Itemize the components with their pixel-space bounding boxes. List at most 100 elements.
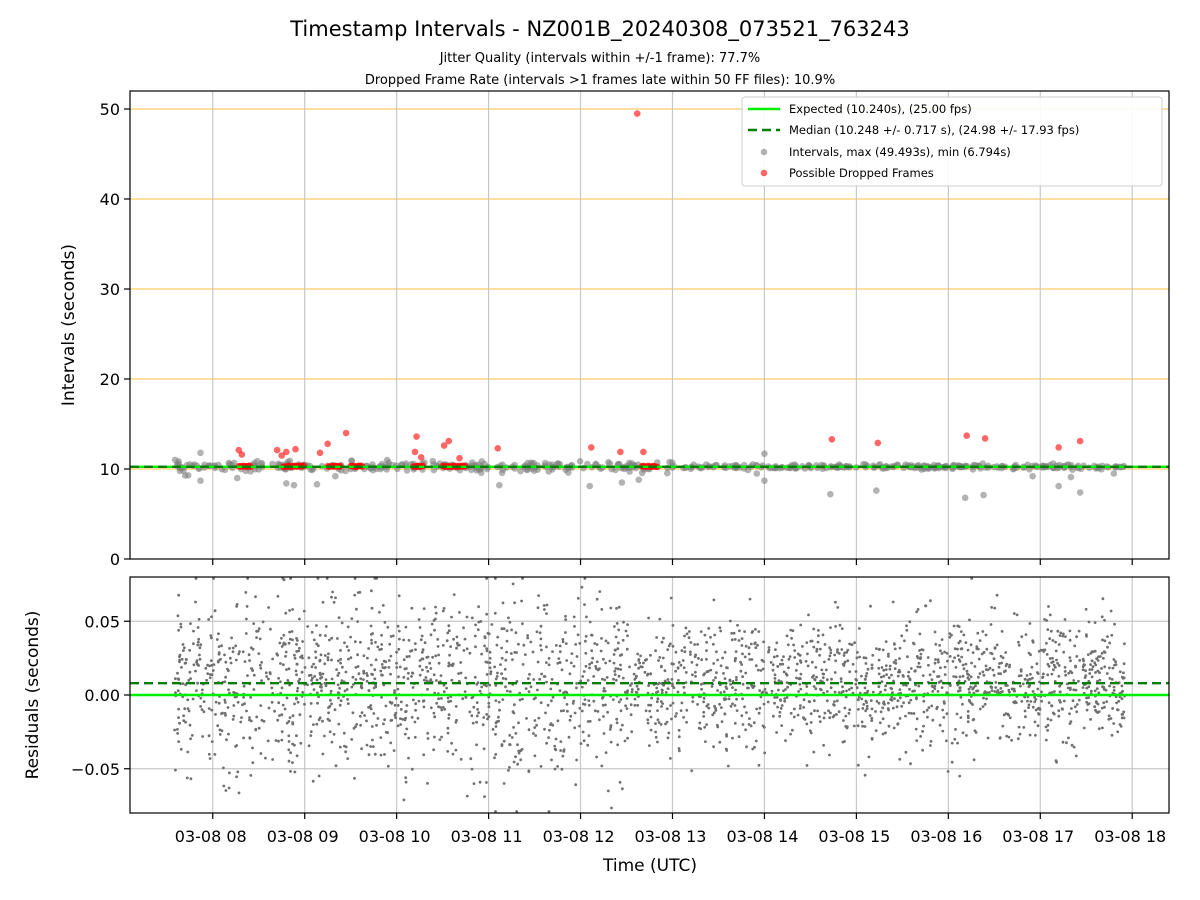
residual-point xyxy=(212,577,216,580)
residual-point xyxy=(447,661,451,665)
residual-point xyxy=(1083,676,1087,679)
residual-point xyxy=(353,640,357,644)
residual-point xyxy=(954,666,958,669)
residual-point xyxy=(1070,743,1074,747)
residual-point xyxy=(857,627,861,630)
residual-point xyxy=(656,718,660,722)
residual-point xyxy=(359,723,362,727)
residual-point xyxy=(365,719,368,723)
residual-point xyxy=(297,649,300,653)
residual-point xyxy=(767,648,771,652)
residual-point xyxy=(267,606,270,609)
residual-point xyxy=(417,618,421,621)
residual-point xyxy=(532,678,536,681)
residual-point xyxy=(410,767,414,771)
residual-point xyxy=(1087,696,1090,699)
residual-point xyxy=(365,679,369,683)
residual-point xyxy=(933,687,937,691)
residual-point xyxy=(930,684,934,688)
residual-point xyxy=(1120,697,1124,701)
residual-point xyxy=(347,657,350,661)
interval-point xyxy=(348,457,355,465)
residual-point xyxy=(841,685,844,689)
residual-point xyxy=(471,695,475,699)
residual-point xyxy=(1090,650,1094,654)
residual-point xyxy=(865,701,868,704)
residual-point xyxy=(1046,723,1050,727)
residual-point xyxy=(508,734,512,737)
residual-point xyxy=(1065,741,1068,745)
residual-point xyxy=(817,629,820,632)
residual-point xyxy=(646,691,650,695)
residual-point xyxy=(613,648,617,652)
residual-point xyxy=(773,673,777,677)
residual-point xyxy=(291,608,294,611)
residual-point xyxy=(664,691,668,694)
residual-point xyxy=(683,650,687,654)
residual-point xyxy=(988,691,991,694)
residual-point xyxy=(896,699,900,703)
residual-point xyxy=(571,702,575,705)
residual-point xyxy=(474,623,477,627)
residual-point xyxy=(338,745,342,749)
residual-point xyxy=(1042,648,1045,652)
residual-point xyxy=(276,594,280,598)
residual-point xyxy=(429,678,433,682)
residual-point xyxy=(1045,653,1049,656)
residual-point xyxy=(1081,686,1085,689)
residual-point xyxy=(783,697,787,700)
residual-point xyxy=(616,743,620,747)
residual-point xyxy=(773,696,777,699)
residual-point xyxy=(763,688,767,691)
residual-point xyxy=(173,728,177,732)
residual-point xyxy=(1053,690,1056,693)
residual-point xyxy=(1048,657,1052,660)
residual-point xyxy=(327,652,330,656)
residual-point xyxy=(547,657,551,660)
residual-point xyxy=(887,701,890,705)
residual-point xyxy=(928,673,932,677)
residual-point xyxy=(487,715,491,718)
residual-point xyxy=(612,653,616,656)
residual-point xyxy=(912,712,916,715)
residual-point xyxy=(599,649,603,653)
residual-point xyxy=(475,743,478,747)
residual-point xyxy=(477,711,480,715)
residual-point xyxy=(671,701,675,705)
interval-outlier-point xyxy=(761,477,768,485)
residual-point xyxy=(1020,699,1024,703)
residual-point xyxy=(558,689,562,693)
residual-point xyxy=(185,658,188,661)
residual-point xyxy=(1110,733,1114,737)
residual-point xyxy=(1039,648,1043,652)
residual-point xyxy=(230,636,234,640)
residual-point xyxy=(1073,705,1077,709)
residual-point xyxy=(265,675,269,678)
residual-point xyxy=(630,688,634,691)
residual-point xyxy=(575,655,579,658)
residual-point xyxy=(413,735,417,739)
residual-point xyxy=(578,642,582,645)
residual-point xyxy=(505,639,509,643)
residual-point xyxy=(188,723,192,727)
residual-point xyxy=(537,716,541,720)
residual-point xyxy=(689,641,693,644)
residual-point xyxy=(1042,672,1045,676)
residual-point xyxy=(1068,656,1072,659)
residual-point xyxy=(594,665,598,668)
residual-point xyxy=(520,599,523,603)
residual-point xyxy=(594,667,598,671)
residual-point xyxy=(647,703,650,707)
residual-point xyxy=(657,721,661,724)
residual-point xyxy=(1017,643,1021,647)
residual-point xyxy=(829,651,833,655)
residual-point xyxy=(321,752,325,756)
residual-point xyxy=(808,729,812,733)
residual-point xyxy=(450,615,453,619)
residual-point xyxy=(310,665,314,669)
residual-point xyxy=(617,700,621,704)
residual-point xyxy=(455,718,458,722)
dropped-frame-point xyxy=(587,444,595,451)
residual-point xyxy=(345,688,349,691)
